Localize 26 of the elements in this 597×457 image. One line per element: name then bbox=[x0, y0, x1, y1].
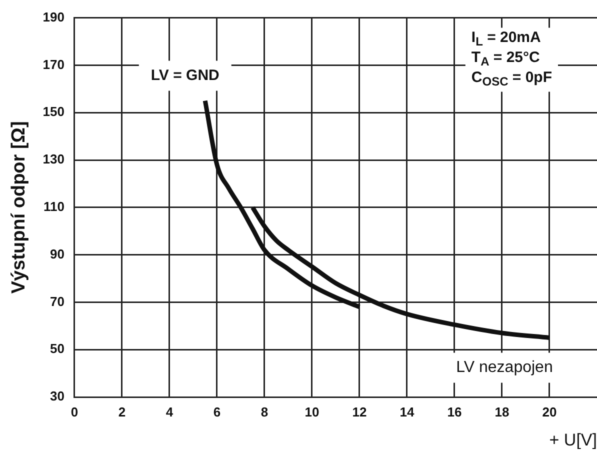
y-tick-label: 130 bbox=[42, 152, 64, 167]
y-tick-label: 110 bbox=[44, 198, 64, 214]
x-tick-label: 16 bbox=[447, 404, 462, 420]
y-tick-label: 90 bbox=[50, 246, 64, 262]
line-series bbox=[250, 205, 552, 340]
y-tick-label: 190 bbox=[42, 9, 64, 24]
y-tick-label: 30 bbox=[50, 388, 64, 404]
x-tick-label: 14 bbox=[400, 404, 415, 420]
y-tick-label: 150 bbox=[42, 104, 64, 120]
y-tick-label: 50 bbox=[50, 341, 64, 356]
y-tick-label: 170 bbox=[42, 56, 64, 72]
x-tick-label: 20 bbox=[542, 404, 557, 420]
line-series bbox=[202, 98, 362, 310]
x-axis-title: + U[V] bbox=[549, 430, 597, 450]
series-label: LV nezapojen bbox=[456, 359, 553, 376]
y-tick-label: 70 bbox=[50, 294, 64, 309]
x-tick-label: 18 bbox=[494, 404, 510, 420]
x-tick-label: 8 bbox=[260, 404, 268, 420]
x-tick-label: 10 bbox=[304, 404, 320, 420]
y-axis-title: Výstupní odpor [Ω] bbox=[8, 121, 30, 294]
x-tick-label: 2 bbox=[118, 404, 126, 420]
series-label: LV = GND bbox=[150, 66, 220, 84]
x-tick-label: 6 bbox=[213, 404, 221, 420]
x-tick-label: 12 bbox=[352, 404, 367, 420]
x-tick-label: 0 bbox=[70, 404, 78, 420]
x-tick-label: 4 bbox=[166, 404, 174, 420]
